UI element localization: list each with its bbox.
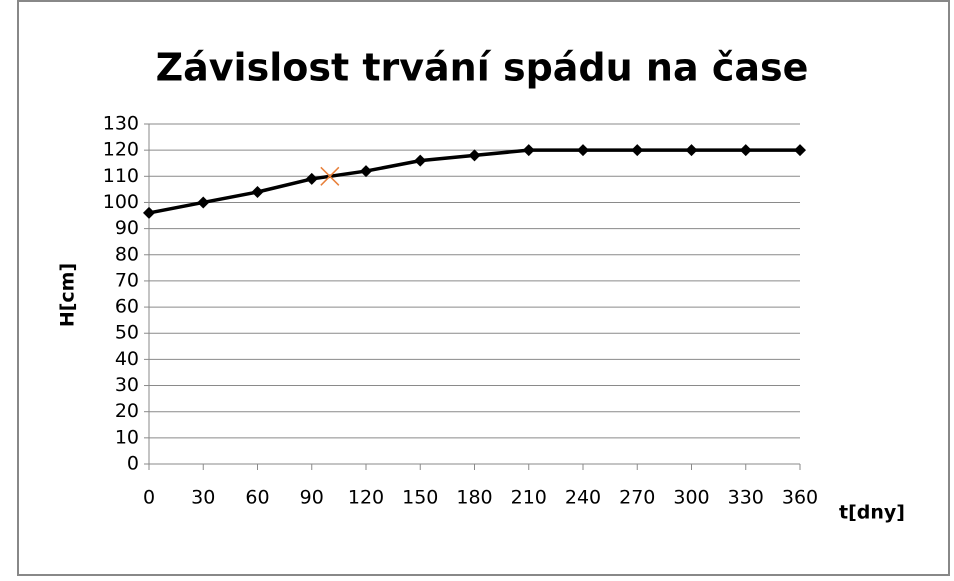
chart-frame [17,0,950,576]
x-tick-label: 0 [143,487,155,509]
marker [522,144,535,157]
x-tick-label: 210 [511,487,547,509]
y-tick-label: 90 [115,217,139,239]
y-tick-label: 120 [103,139,139,161]
y-tick-label: 100 [103,191,139,213]
x-tick-label: 120 [348,487,384,509]
y-tick-label: 10 [115,426,139,448]
y-tick-label: 130 [103,113,139,135]
x-tick-label: 270 [619,487,655,509]
y-axis-label: H[cm] [57,263,79,327]
x-tick-label: 60 [245,487,269,509]
marker [414,154,427,167]
x-tick-label: 240 [565,487,601,509]
y-tick-label: 110 [103,165,139,187]
x-tick-label: 180 [456,487,492,509]
marker [320,166,340,186]
marker [468,149,481,162]
y-tick-label: 80 [115,243,139,265]
y-tick-label: 40 [115,348,139,370]
y-tick-label: 20 [115,400,139,422]
marker [305,172,318,185]
y-tick-label: 60 [115,296,139,318]
y-tick-label: 0 [127,453,139,475]
x-axis-label: t[dny] [839,502,905,524]
marker [794,144,806,157]
marker [251,186,264,198]
marker [631,144,644,157]
marker [360,165,372,178]
marker [143,206,155,219]
chart-title: Závislost trvání spádu na čase [156,46,809,90]
x-tick-label: 90 [300,487,324,509]
x-tick-label: 30 [191,487,215,509]
x-tick-label: 360 [782,487,818,509]
marker [739,144,752,157]
marker [197,196,210,209]
x-tick-label: 330 [728,487,764,509]
marker [685,144,698,157]
y-tick-label: 70 [115,269,139,291]
x-tick-label: 150 [402,487,438,509]
x-tick-label: 300 [673,487,709,509]
y-tick-label: 30 [115,374,139,396]
marker [577,144,589,157]
y-tick-label: 50 [115,322,139,344]
